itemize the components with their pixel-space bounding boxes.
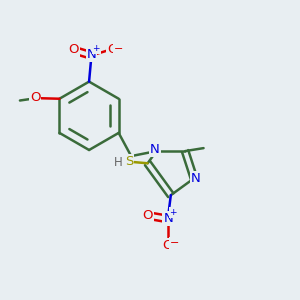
Text: N: N xyxy=(150,143,160,156)
Text: N: N xyxy=(87,48,96,62)
Text: O: O xyxy=(163,238,173,252)
Text: +: + xyxy=(92,44,100,53)
Text: N: N xyxy=(164,212,173,225)
Text: N: N xyxy=(191,172,201,185)
Text: S: S xyxy=(125,155,133,168)
Text: −: − xyxy=(113,44,123,54)
Text: O: O xyxy=(68,43,79,56)
Text: O: O xyxy=(142,209,153,222)
Text: O: O xyxy=(107,43,118,56)
Text: O: O xyxy=(30,91,40,104)
Text: +: + xyxy=(169,208,177,217)
Text: H: H xyxy=(114,157,123,169)
Text: −: − xyxy=(170,238,179,248)
